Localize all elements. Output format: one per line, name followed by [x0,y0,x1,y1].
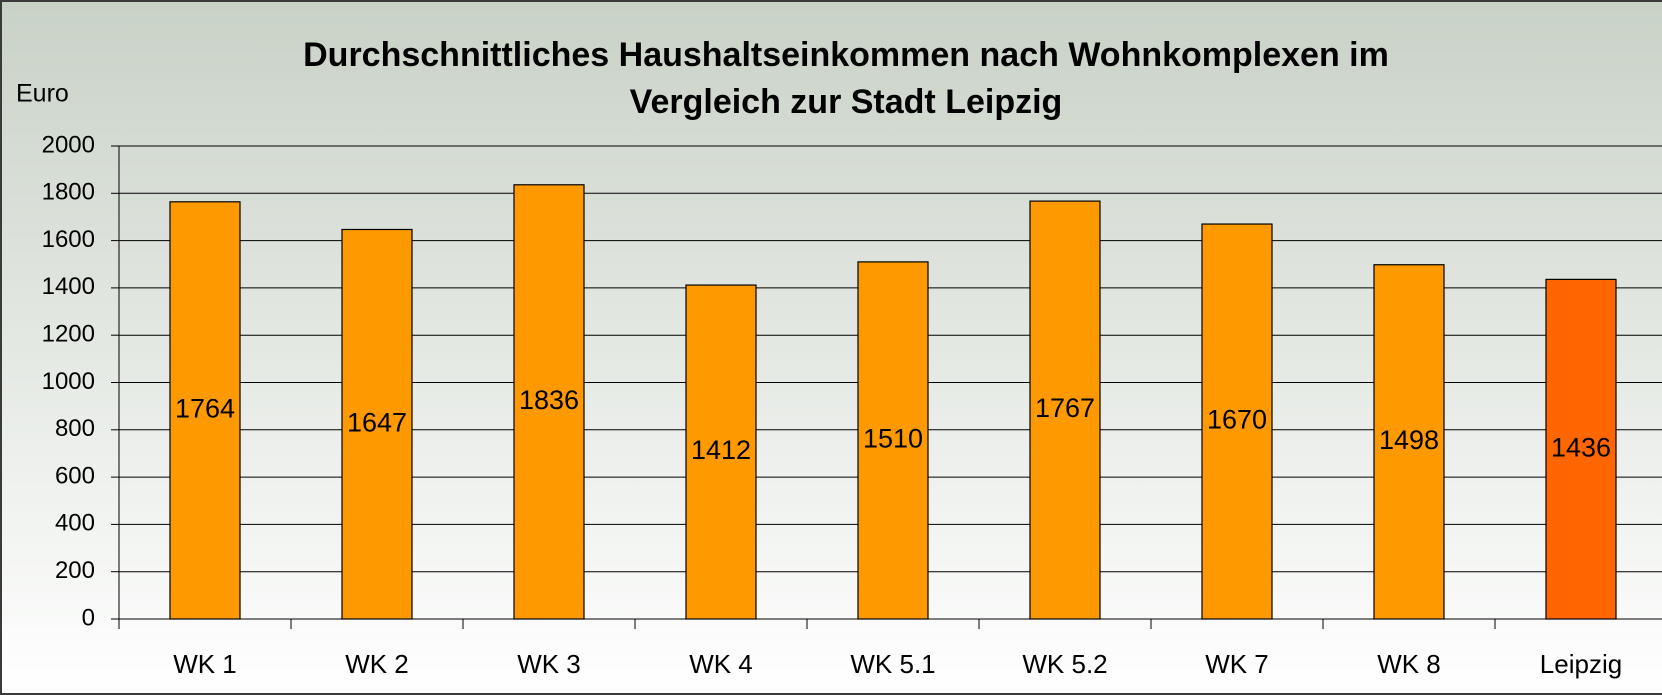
y-tick-label: 400 [55,510,95,537]
y-tick-label: 0 [82,604,95,631]
data-label: 1412 [691,435,751,465]
data-label: 1767 [1035,393,1095,423]
bar [1373,264,1445,620]
x-tick-label: WK 7 [1205,649,1269,679]
y-tick-label: 1600 [42,226,95,253]
bar [513,184,585,620]
data-label: 1836 [519,385,579,415]
bar [1201,223,1273,620]
y-tick-label: 800 [55,415,95,442]
y-tick-label: 1800 [42,179,95,206]
data-label: 1670 [1207,405,1267,435]
y-tick-label: 1200 [42,321,95,348]
x-tick-label: WK 5.1 [850,649,935,679]
y-axis-label: Euro [16,80,69,108]
bar [169,201,241,620]
bar [1029,200,1101,620]
x-tick-label: Leipzig [1540,649,1622,679]
bar [1545,278,1617,620]
x-tick-label: WK 5.2 [1022,649,1107,679]
bar [857,261,929,620]
x-tick-label: WK 2 [345,649,409,679]
x-tick-label: WK 1 [173,649,237,679]
y-tick-label: 600 [55,462,95,489]
chart-title: Vergleich zur Stadt Leipzig [630,83,1063,121]
bar [685,284,757,620]
x-tick-label: WK 8 [1377,649,1441,679]
data-label: 1764 [175,394,235,424]
x-tick-label: WK 4 [689,649,753,679]
y-tick-label: 2000 [42,131,95,158]
data-label: 1647 [347,407,407,437]
y-tick-label: 1400 [42,273,95,300]
y-tick-label: 200 [55,557,95,584]
data-label: 1498 [1379,425,1439,455]
x-tick-label: WK 3 [517,649,581,679]
chart-title: Durchschnittliches Haushaltseinkommen na… [303,36,1389,74]
data-label: 1510 [863,424,923,454]
data-label: 1436 [1551,432,1611,462]
y-tick-label: 1000 [42,368,95,395]
